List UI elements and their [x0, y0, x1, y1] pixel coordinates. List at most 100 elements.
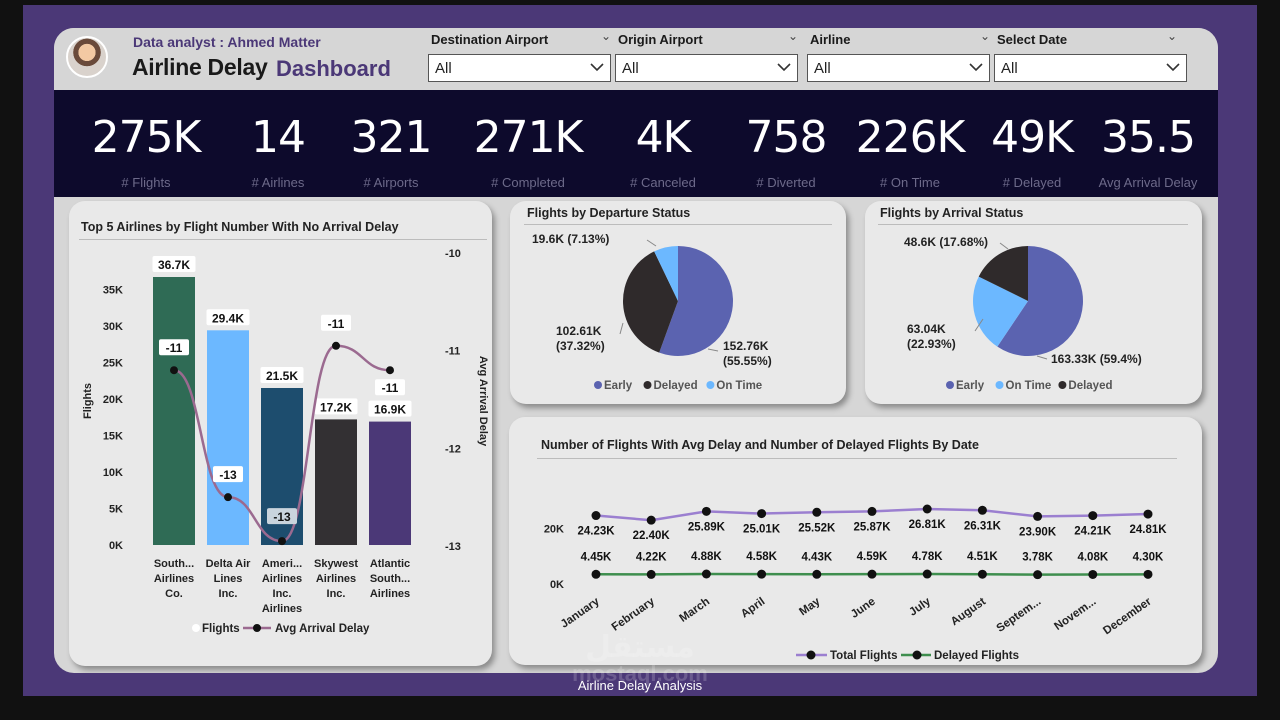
pie-slice-label: 19.6K (7.13%) — [532, 232, 609, 246]
y-axis-title: Flights — [82, 383, 94, 419]
legend-marker — [706, 381, 715, 389]
total-flights-point — [867, 506, 877, 516]
pie-leader-line — [646, 239, 657, 247]
pie-slice-label: 152.76K — [723, 339, 769, 353]
x-tick-label: Lines — [214, 573, 243, 585]
avg-delay-label: -11 — [166, 341, 183, 355]
delayed-flights-point — [812, 569, 822, 579]
filter-value: All — [622, 60, 639, 77]
legend-label: On Time — [716, 380, 762, 392]
delayed-flights-label: 4.51K — [967, 551, 998, 563]
airline-select[interactable]: All — [807, 54, 990, 82]
y-tick-label: 10K — [103, 467, 123, 479]
x-tick-label: August — [949, 596, 988, 629]
chart-title: Top 5 Airlines by Flight Number With No … — [81, 220, 399, 234]
total-flights-point — [701, 506, 711, 516]
x-tick-label: Inc. — [219, 588, 238, 600]
legend-marker — [946, 381, 954, 389]
watermark: مستقل mostaql.com — [560, 630, 720, 710]
total-flights-label: 22.40K — [633, 530, 671, 542]
delayed-flights-point — [867, 569, 877, 579]
bar-value-label: 17.2K — [320, 400, 352, 414]
title-divider — [537, 458, 1177, 459]
legend-label: Delayed — [1068, 380, 1112, 392]
kpi-value: 35.5 — [1101, 112, 1196, 163]
kpi-value: 271K — [473, 112, 584, 163]
y-tick-label: 20K — [544, 523, 564, 535]
total-flights-point — [646, 515, 656, 525]
origin-airport-select[interactable]: All — [615, 54, 798, 82]
x-tick-label: December — [1101, 595, 1154, 637]
delayed-flights-label: 4.78K — [912, 551, 943, 563]
line-label-bg — [213, 466, 243, 483]
legend-marker — [1058, 381, 1067, 389]
date-select[interactable]: All — [994, 54, 1187, 82]
filter-label: Airline — [810, 32, 851, 47]
total-flights-label: 25.01K — [743, 524, 781, 536]
title-divider — [79, 239, 487, 240]
total-flights-label: 26.31K — [964, 520, 1002, 532]
avg-delay-label: -13 — [219, 468, 237, 482]
x-tick-label: January — [559, 595, 603, 630]
x-tick-label: Airlines — [316, 573, 356, 585]
y2-tick-label: -13 — [445, 541, 461, 553]
x-tick-label: Atlantic — [370, 558, 410, 570]
kpi-label: # Flights — [121, 175, 171, 190]
y-tick-label: 5K — [109, 503, 123, 515]
total-flights-point — [812, 507, 822, 517]
chevron-down-icon[interactable]: ⌄ — [1166, 29, 1177, 43]
chevron-down-icon[interactable]: ⌄ — [787, 29, 798, 43]
bar-label-bg — [368, 400, 412, 417]
kpi-label: # On Time — [880, 175, 940, 190]
legend-label: Early — [956, 380, 985, 392]
avg-delay-point — [224, 493, 232, 502]
pie-slice-on-time — [973, 276, 1028, 347]
x-tick-label: Novem... — [1052, 596, 1098, 633]
avg-delay-label: -13 — [273, 510, 291, 524]
y2-tick-label: -12 — [445, 443, 461, 455]
avg-delay-label: -11 — [328, 317, 345, 331]
dropdown-arrow-icon — [1166, 63, 1180, 72]
dropdown-arrow-icon — [969, 63, 983, 72]
kpi-value: 226K — [855, 112, 966, 163]
chevron-down-icon[interactable]: ⌄ — [979, 29, 990, 43]
total-flights-point — [757, 509, 767, 519]
avg-delay-label: -11 — [382, 381, 399, 395]
x-tick-label: Ameri... — [262, 558, 302, 570]
x-tick-label: July — [907, 595, 933, 618]
destination-airport-select[interactable]: All — [428, 54, 611, 82]
x-tick-label: Airlines — [154, 573, 194, 585]
legend-label: On Time — [1006, 380, 1052, 392]
kpi-label: # Canceled — [630, 175, 696, 190]
filter-value: All — [1001, 60, 1018, 77]
y2-tick-label: -10 — [445, 248, 461, 260]
kpi-value: 758 — [745, 112, 828, 163]
chevron-down-icon[interactable]: ⌄ — [600, 29, 611, 43]
line-label-bg — [159, 339, 189, 356]
delayed-flights-label: 4.58K — [746, 551, 777, 563]
header-bar: Data analyst : Ahmed Matter Airline Dela… — [54, 28, 1218, 90]
pie-slice-label: 102.61K — [556, 324, 602, 338]
pie-slice-delayed — [623, 251, 678, 353]
delayed-flights-point — [591, 569, 601, 579]
chart-title: Flights by Arrival Status — [880, 206, 1024, 220]
x-tick-label: South... — [370, 573, 410, 585]
bar-value-label: 36.7K — [158, 258, 190, 272]
x-tick-label: Airlines — [262, 573, 302, 585]
line-label-bg — [321, 314, 351, 331]
delayed-flights-label: 4.22K — [636, 551, 667, 563]
legend-flights: Flights — [202, 623, 240, 635]
kpi-value: 14 — [251, 112, 306, 163]
delayed-flights-label: 4.30K — [1133, 551, 1164, 563]
top-airlines-chart: Flights Avg Arrival Delay 0K 5K 10K 15K 20K 25K… — [82, 248, 489, 635]
filter-label: Origin Airport — [618, 32, 703, 47]
total-flights-point — [591, 511, 601, 521]
total-flights-point — [922, 504, 932, 514]
kpi-value: 321 — [350, 112, 433, 163]
kpi-value: 275K — [91, 112, 202, 163]
flights-by-date-card: Number of Flights With Avg Delay and Num… — [509, 417, 1202, 665]
avg-delay-point — [386, 366, 394, 375]
kpi-value: 49K — [991, 112, 1074, 163]
bar-value-label: 16.9K — [374, 403, 406, 417]
total-flights-label: 26.81K — [909, 519, 947, 531]
